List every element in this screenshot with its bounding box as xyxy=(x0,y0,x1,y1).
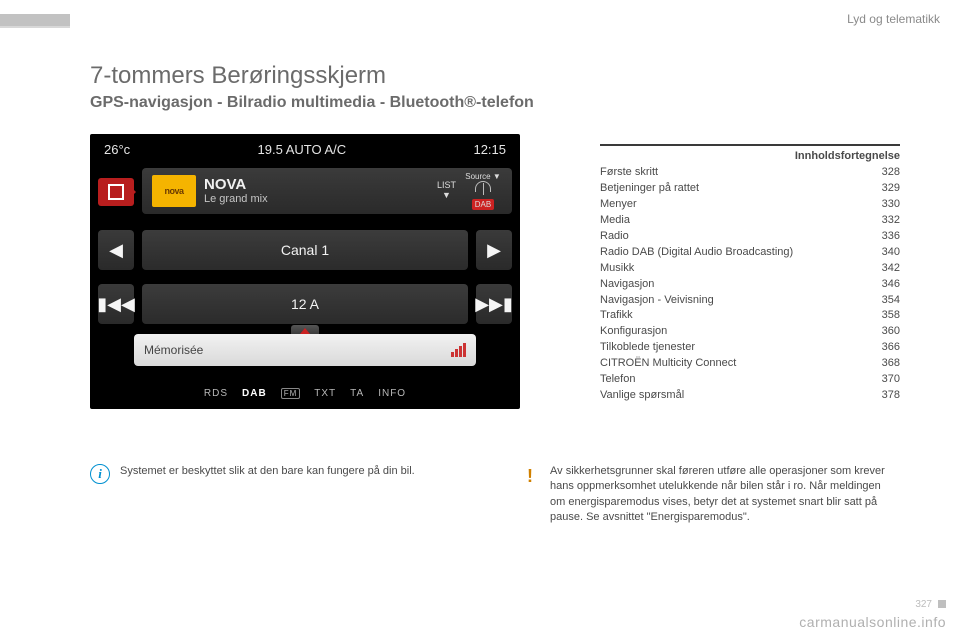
page-header: Lyd og telematikk xyxy=(0,0,960,40)
warning-icon: ! xyxy=(520,464,540,484)
fm-button[interactable]: FM xyxy=(281,388,301,399)
info-button[interactable]: INFO xyxy=(378,388,406,399)
dab-badge: DAB xyxy=(472,199,494,210)
info-icon: i xyxy=(90,464,110,484)
toc-row: Media332 xyxy=(600,213,900,229)
station-panel[interactable]: nova NOVA Le grand mix LIST▼ Source ▼ DA… xyxy=(142,168,512,214)
status-bar: 26°c 19.5 AUTO A/C 12:15 xyxy=(90,134,520,164)
seek-fwd-button[interactable]: ▶▶▮ xyxy=(476,284,512,324)
touchscreen: 26°c 19.5 AUTO A/C 12:15 nova NOVA Le gr… xyxy=(90,134,520,409)
source-button[interactable]: Source ▼ DAB xyxy=(464,172,502,210)
warning-text: Av sikkerhetsgrunner skal føreren utføre… xyxy=(550,464,890,526)
section-name: Lyd og telematikk xyxy=(847,12,940,26)
station-tagline: Le grand mix xyxy=(204,193,429,206)
toc-row: Menyer330 xyxy=(600,197,900,213)
source-label: Source ▼ xyxy=(465,172,501,181)
toc-heading: Innholdsfortegnelse xyxy=(600,150,900,162)
info-note: i Systemet er beskyttet slik at den bare… xyxy=(90,464,480,484)
toc: Innholdsfortegnelse Første skritt328 Bet… xyxy=(600,144,900,404)
page-number: 327 xyxy=(915,599,932,610)
toc-row: Betjeninger på rattet329 xyxy=(600,181,900,197)
mux-display[interactable]: 12 A xyxy=(142,284,468,324)
toc-row: Navigasjon346 xyxy=(600,277,900,293)
rds-button[interactable]: RDS xyxy=(204,388,228,399)
toc-row: Radio336 xyxy=(600,229,900,245)
clock: 12:15 xyxy=(469,142,510,157)
page-subtitle: GPS-navigasjon - Bilradio multimedia - B… xyxy=(90,94,534,112)
ta-button[interactable]: TA xyxy=(350,388,364,399)
preset-label: Mémorisée xyxy=(144,343,203,357)
header-stripe xyxy=(0,14,70,26)
watermark: carmanualsonline.info xyxy=(799,614,946,630)
channel-display[interactable]: Canal 1 xyxy=(142,230,468,270)
toc-row: Musikk342 xyxy=(600,261,900,277)
temperature: 26°c xyxy=(100,142,134,157)
page-title: 7-tommers Berøringsskjerm xyxy=(90,62,386,90)
channel-next-button[interactable]: ▶ xyxy=(476,230,512,270)
txt-button[interactable]: TXT xyxy=(314,388,336,399)
toc-row: CITROËN Multicity Connect368 xyxy=(600,356,900,372)
channel-row: ◀ Canal 1 ▶ xyxy=(98,226,512,274)
toc-rule xyxy=(600,144,900,146)
signal-icon xyxy=(451,343,466,357)
toc-row: Navigasjon - Veivisning354 xyxy=(600,293,900,309)
toc-row: Vanlige spørsmål378 xyxy=(600,388,900,404)
station-name: NOVA xyxy=(204,176,429,193)
toc-row: Tilkoblede tjenester366 xyxy=(600,340,900,356)
home-button[interactable] xyxy=(98,178,134,206)
antenna-icon xyxy=(472,181,494,198)
toc-row: Radio DAB (Digital Audio Broadcasting)34… xyxy=(600,245,900,261)
page-footer: 327 carmanualsonline.info xyxy=(0,606,960,630)
info-text: Systemet er beskyttet slik at den bare k… xyxy=(120,464,415,484)
list-button[interactable]: LIST▼ xyxy=(437,181,456,201)
preset-drawer[interactable]: Mémorisée xyxy=(134,334,476,366)
radio-mode-bar: RDS DAB FM TXT TA INFO xyxy=(90,383,520,403)
station-logo: nova xyxy=(152,175,196,207)
page-marker xyxy=(938,600,946,608)
channel-prev-button[interactable]: ◀ xyxy=(98,230,134,270)
mux-row: ▮◀◀ 12 A ▶▶▮ xyxy=(98,280,512,328)
toc-row: Konfigurasjon360 xyxy=(600,324,900,340)
seek-back-button[interactable]: ▮◀◀ xyxy=(98,284,134,324)
climate-status: 19.5 AUTO A/C xyxy=(254,142,351,157)
toc-row: Trafikk358 xyxy=(600,308,900,324)
toc-row: Første skritt328 xyxy=(600,165,900,181)
warning-note: ! Av sikkerhetsgrunner skal føreren utfø… xyxy=(520,464,890,526)
dab-button[interactable]: DAB xyxy=(242,388,267,399)
toc-row: Telefon370 xyxy=(600,372,900,388)
